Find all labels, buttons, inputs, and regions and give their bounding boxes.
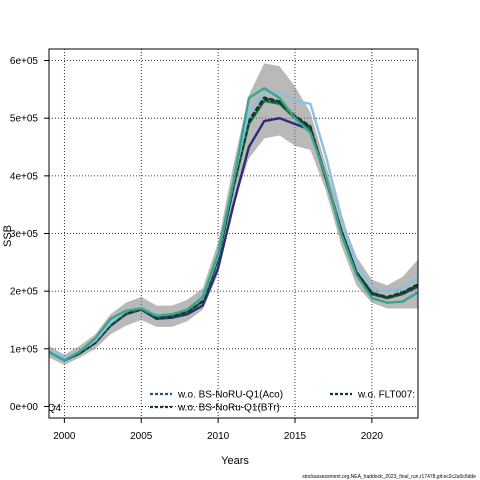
series-line-3	[49, 98, 418, 361]
x-tick-label-2: 2010	[207, 431, 230, 442]
y-tick-label-0: 0e+00	[10, 402, 39, 413]
series-line-1	[49, 99, 418, 361]
footer-source: stockassessment.org,NEA_haddock_2023_fin…	[302, 474, 476, 480]
series-line-6	[49, 87, 418, 362]
x-axis-title: Years	[221, 455, 249, 467]
legend-label-2: w.o. FLT007:	[357, 390, 415, 401]
series-line-2	[49, 96, 418, 361]
y-tick-label-5: 5e+05	[10, 114, 39, 125]
y-tick-label-4: 4e+05	[10, 171, 39, 182]
y-tick-label-3: 3e+05	[10, 229, 39, 240]
y-tick-label-2: 2e+05	[10, 287, 39, 298]
x-tick-label-1: 2005	[130, 431, 153, 442]
x-tick-label-4: 2020	[361, 431, 384, 442]
plot-frame	[48, 48, 419, 419]
y-axis-title: SSB	[2, 225, 14, 247]
series-line-4	[49, 96, 418, 361]
y-tick-label-6: 6e+05	[10, 56, 39, 67]
x-tick-label-3: 2015	[284, 431, 307, 442]
y-tick-label-1: 1e+05	[10, 344, 39, 355]
series-line-5	[49, 91, 418, 360]
x-tick-label-0: 2000	[53, 431, 76, 442]
confidence-band	[49, 63, 418, 365]
clipped-legend-text: r-Q4	[41, 403, 61, 414]
legend-label-0: w.o. BS-NoRU-Q1(Aco)	[177, 390, 283, 401]
legend-label-1: w.o. BS-NoRu-Q1(BTr)	[177, 403, 280, 414]
